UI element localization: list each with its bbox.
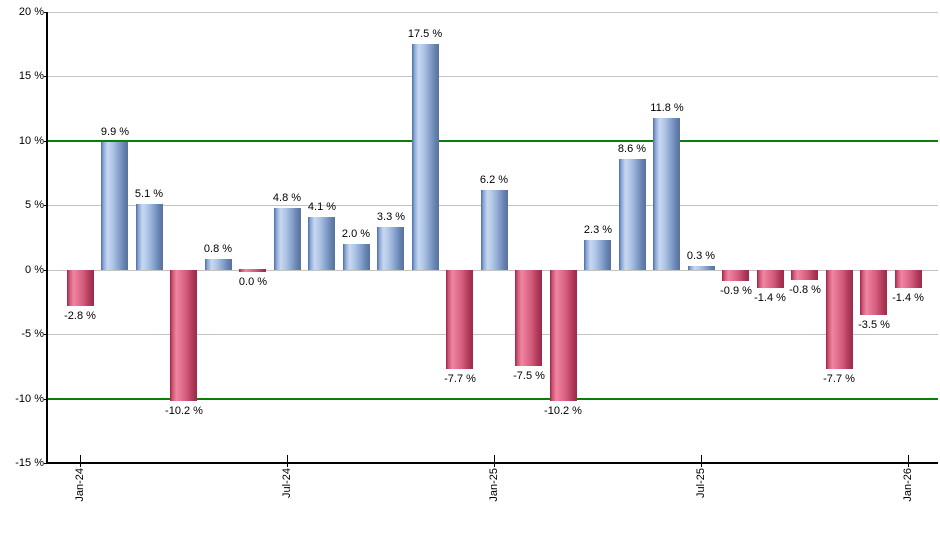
x-axis-label: Jul-24 — [281, 468, 293, 498]
bar-Jan-25[interactable] — [481, 190, 508, 270]
bar-Nov-25[interactable] — [826, 270, 853, 369]
bar-value-label: 2.3 % — [583, 224, 613, 236]
bar-value-label: 8.6 % — [617, 143, 647, 155]
bar-value-label: -0.8 % — [789, 284, 821, 296]
x-axis-tick — [494, 455, 495, 467]
y-axis-label: -15 % — [15, 457, 44, 469]
bar-value-label: -7.7 % — [823, 373, 855, 385]
x-axis-tick — [287, 455, 288, 467]
y-axis — [46, 12, 48, 463]
bar-value-label: -0.9 % — [720, 285, 752, 297]
x-axis-label: Jan-25 — [488, 468, 500, 502]
reference-line-10pct — [48, 140, 938, 142]
bar-Aug-24[interactable] — [308, 217, 335, 270]
bar-Sep-25[interactable] — [757, 270, 784, 288]
y-axis-label: -10 % — [15, 393, 44, 405]
gridline-15pct — [48, 76, 938, 77]
x-axis-tick — [80, 455, 81, 467]
bar-value-label: 0.3 % — [686, 250, 716, 262]
bar-Dec-24[interactable] — [446, 270, 473, 369]
bar-value-label: 6.2 % — [479, 174, 509, 186]
bar-Dec-25[interactable] — [860, 270, 887, 315]
bar-value-label: -10.2 % — [544, 405, 582, 417]
bar-Nov-24[interactable] — [412, 44, 439, 270]
bar-value-label: 0.8 % — [203, 243, 233, 255]
bar-value-label: 4.8 % — [272, 192, 302, 204]
x-axis-label: Jul-25 — [695, 468, 707, 498]
bar-value-label: 3.3 % — [376, 211, 406, 223]
bar-Apr-25[interactable] — [584, 240, 611, 270]
bar-Mar-24[interactable] — [136, 204, 163, 270]
bar-Feb-25[interactable] — [515, 270, 542, 366]
y-axis-label: 15 % — [18, 70, 44, 82]
bar-value-label: 9.9 % — [100, 126, 130, 138]
bar-value-label: 0.0 % — [238, 276, 268, 288]
gridline-20pct — [48, 12, 938, 13]
bar-value-label: 5.1 % — [134, 188, 164, 200]
bar-value-label: 11.8 % — [650, 102, 684, 114]
y-axis-label: 5 % — [25, 199, 44, 211]
y-axis-label: 10 % — [18, 135, 44, 147]
bar-Aug-25[interactable] — [722, 270, 749, 281]
x-axis-tick — [701, 455, 702, 467]
bar-Jun-25[interactable] — [653, 118, 680, 270]
x-axis-label: Jan-26 — [902, 468, 914, 502]
bar-value-label: -1.4 % — [892, 292, 924, 304]
bar-value-label: -1.4 % — [754, 292, 786, 304]
bar-May-24[interactable] — [205, 259, 232, 270]
bar-Oct-25[interactable] — [791, 270, 818, 280]
bar-Jan-26[interactable] — [895, 270, 922, 288]
y-axis-label: -5 % — [21, 328, 44, 340]
bar-Jul-24[interactable] — [274, 208, 301, 270]
bar-value-label: -7.5 % — [513, 370, 545, 382]
bar-value-label: -10.2 % — [165, 405, 203, 417]
bar-Sep-24[interactable] — [343, 244, 370, 270]
bar-value-label: -7.7 % — [444, 373, 476, 385]
y-axis-label: 0 % — [25, 264, 44, 276]
bar-value-label: 2.0 % — [341, 228, 371, 240]
bar-value-label: 17.5 % — [407, 28, 443, 40]
y-axis-label: 20 % — [18, 6, 44, 18]
x-axis — [46, 462, 938, 464]
bar-Apr-24[interactable] — [170, 270, 197, 401]
x-axis-label: Jan-24 — [74, 468, 86, 502]
bar-Mar-25[interactable] — [550, 270, 577, 401]
bar-value-label: -3.5 % — [858, 319, 890, 331]
bar-Jun-24[interactable] — [239, 269, 266, 272]
bar-Oct-24[interactable] — [377, 227, 404, 270]
gridline--5pct — [48, 334, 938, 335]
x-axis-tick — [908, 455, 909, 467]
bar-Feb-24[interactable] — [101, 142, 128, 270]
bar-Jul-25[interactable] — [688, 266, 715, 270]
bar-value-label: -2.8 % — [64, 310, 96, 322]
gridline-0pct — [48, 270, 938, 271]
bar-Jan-24[interactable] — [67, 270, 94, 306]
bar-value-label: 4.1 % — [307, 201, 337, 213]
reference-line--10pct — [48, 398, 938, 400]
bar-May-25[interactable] — [619, 159, 646, 270]
